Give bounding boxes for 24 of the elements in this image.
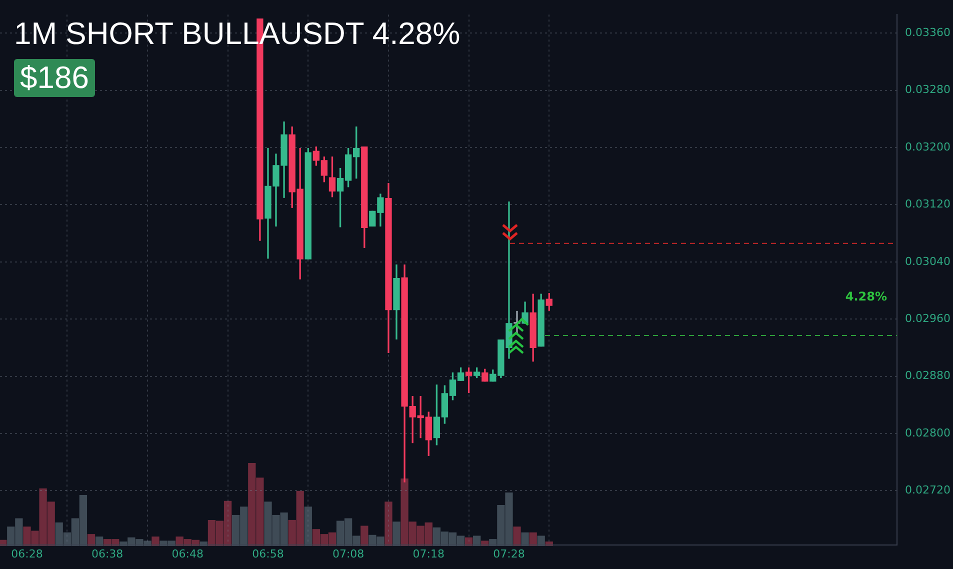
x-tick-label: 06:38 — [91, 547, 124, 560]
bar — [360, 526, 368, 546]
y-tick-label: 0.02960 — [905, 312, 950, 325]
y-tick-label: 0.03200 — [905, 140, 950, 154]
y-tick-label: 0.02720 — [905, 484, 950, 497]
x-tick-label: 06:58 — [252, 547, 284, 560]
x-tick-label: 06:48 — [172, 547, 204, 560]
y-tick-label: 0.03360 — [905, 26, 950, 40]
annotation: 4.28% — [845, 290, 887, 304]
bar — [529, 532, 537, 546]
bar — [152, 536, 160, 546]
y-tick-label: 0.02880 — [905, 369, 950, 382]
y-tick-label: 0.02800 — [905, 426, 950, 440]
text: $186 — [14, 59, 95, 97]
y-tick-label: 0.03280 — [905, 83, 950, 96]
x-tick-label: 06:28 — [11, 547, 43, 560]
y-tick-label: 0.03120 — [905, 198, 950, 211]
x-tick-label: 07:28 — [493, 547, 525, 560]
bar — [384, 502, 392, 546]
y-tick-label: 0.03040 — [905, 254, 950, 268]
x-tick-label: 07:08 — [332, 547, 364, 560]
bar — [513, 526, 521, 546]
bar — [87, 534, 96, 546]
x-tick-label: 07:18 — [412, 547, 444, 560]
